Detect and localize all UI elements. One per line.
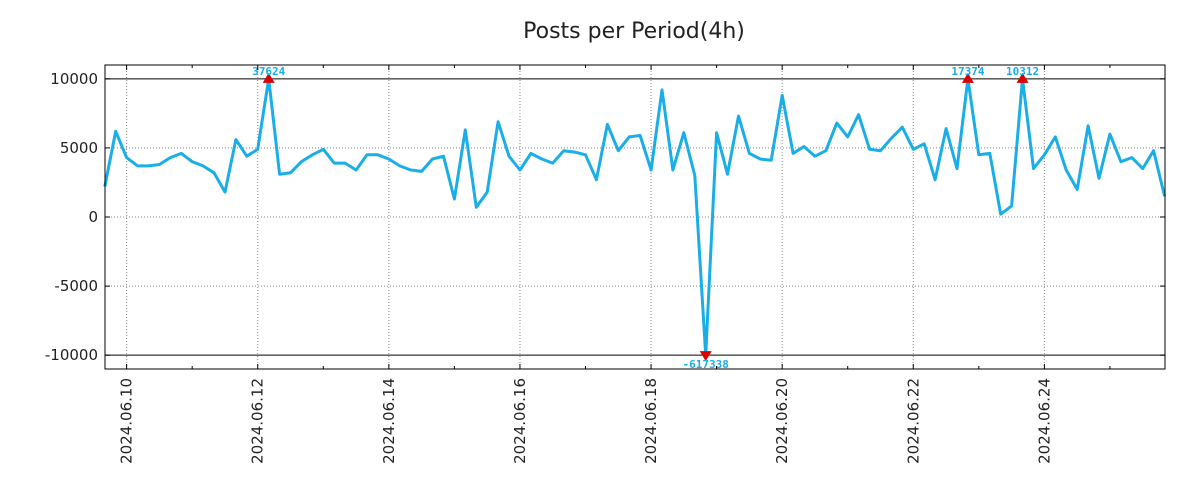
clip-value-label: 37624 — [252, 65, 285, 78]
clip-marker — [262, 72, 275, 83]
x-tick-label: 2024.06.20 — [773, 378, 791, 464]
x-tick-label: 2024.06.10 — [118, 378, 136, 464]
x-tick-label: 2024.06.16 — [511, 378, 529, 464]
y-axis: 10000 5000 0 -5000 -10000 — [45, 70, 1165, 364]
chart-title: Posts per Period(4h) — [523, 19, 745, 44]
clip-value-label: -617338 — [683, 358, 729, 371]
y-tick-label: 0 — [88, 208, 98, 226]
y-tick-label: 5000 — [60, 139, 98, 157]
x-tick-label: 2024.06.18 — [642, 378, 660, 464]
y-tick-label: -5000 — [54, 277, 98, 295]
annotation-markers: 37624 -617338 17374 10312 — [252, 65, 1039, 371]
x-tick-label: 2024.06.24 — [1035, 378, 1053, 464]
clip-marker — [1016, 72, 1029, 83]
plot-frame — [104, 64, 1166, 370]
clip-value-label: 10312 — [1006, 65, 1039, 78]
series-line — [103, 77, 1167, 357]
posts-line — [103, 77, 1167, 357]
clip-marker — [699, 351, 712, 362]
x-tick-label: 2024.06.22 — [904, 378, 922, 464]
clip-marker — [961, 72, 974, 83]
x-tick-label: 2024.06.12 — [249, 378, 267, 464]
y-tick-label: -10000 — [45, 346, 98, 364]
x-axis: 2024.06.10 2024.06.12 2024.06.14 2024.06.16… — [118, 65, 1111, 464]
x-tick-label: 2024.06.14 — [380, 378, 398, 464]
y-tick-label: 10000 — [50, 70, 98, 88]
clip-lines — [105, 78, 1165, 356]
clip-value-label: 17374 — [951, 65, 984, 78]
